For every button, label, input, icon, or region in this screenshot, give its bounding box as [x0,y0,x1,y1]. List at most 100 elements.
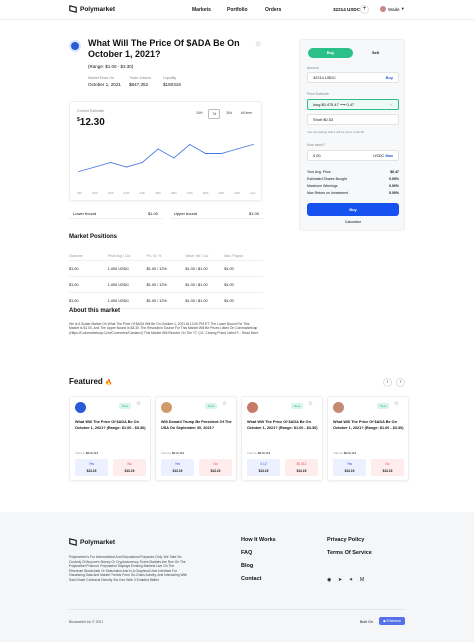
data-point [78,170,80,173]
long-option[interactable]: long $0.475.47 ⟶ 0.47 ✓ [307,99,399,110]
data-point [220,152,222,155]
max-button[interactable]: Max [385,153,393,158]
link-terms[interactable]: Terms Of Service [327,550,372,556]
chevron-down-icon: ▾ [401,6,404,11]
card-volume: Volume $613,113 [333,451,357,455]
no-button[interactable]: $0.012 $13.19 [285,459,318,476]
submit-buy-button[interactable]: Buy [307,203,399,216]
current-price: $12.30 [77,117,105,128]
yes-button[interactable]: Yes $13.19 [333,459,366,476]
data-point [236,148,238,150]
featured-card[interactable]: New ☆ What Will The Price Of $ADA Be On Oc… [69,396,151,481]
no-button[interactable]: No $13.19 [199,459,232,476]
amount-label: Amount [307,66,319,70]
check-icon: ✓ [389,102,393,107]
featured-card[interactable]: New ☆ Will Donald Trump Be President Of Th… [155,396,237,481]
data-point [189,143,191,146]
yes-button[interactable]: 0.12 $13.19 [247,459,280,476]
brand-name: Polymarket [80,5,116,13]
nav-orders[interactable]: Orders [265,7,282,13]
link-privacy[interactable]: Privacy Policy [327,537,365,543]
medium-icon[interactable]: M [360,577,365,583]
add-funds-button[interactable]: + [360,5,369,14]
data-point [204,152,207,155]
market-avatar [333,402,344,413]
how-much-input[interactable]: 0.00 USDC Max [307,150,399,161]
tab-24h[interactable]: 24H [196,111,203,115]
discord-icon[interactable]: ◉ [327,577,332,583]
copyright: Blockrabbit Inc © 2021 [69,620,104,624]
no-button[interactable]: No $13.19 [113,459,146,476]
buy-tab[interactable]: Buy [308,48,353,58]
featured-card[interactable]: New ☆ What Will The Price Of $ADA Be On Oc… [241,396,323,481]
star-icon[interactable]: ☆ [255,41,262,48]
polymarket-logo-icon [69,538,77,546]
card-title: What Will The Price Of $ADA Be On Octobe… [247,420,318,430]
card-volume: Volume $613,113 [247,451,271,455]
star-icon[interactable]: ☆ [308,401,313,407]
no-button[interactable]: No $13.19 [371,459,404,476]
short-option[interactable]: Short $0.53 [307,114,399,125]
footer-divider [69,609,405,610]
card-volume: Volume $613,113 [75,451,99,455]
market-title: What Will The Price Of $ADA Be On Octobe… [88,38,240,59]
twitter-icon[interactable]: ✦ [349,577,354,583]
positions-title: Market Positions [69,234,118,240]
tab-7d[interactable]: 7d [208,109,221,119]
about-title: About this market [69,308,121,314]
upper-bound: Upper bound $1.00 [170,209,263,219]
stat-avg-price: Your Avg. Price $0.47 [307,170,399,174]
star-icon[interactable]: ☆ [394,401,399,407]
data-point [252,143,254,146]
featured-card[interactable]: New ☆ What Will The Price Of $ADA Be On Oc… [327,396,409,481]
market-avatar [161,402,172,413]
new-badge: New [377,403,390,409]
data-point [157,148,159,150]
stat-trade-volume: Trade Volume $847,352 [129,76,152,87]
stat-max-return: Max Return on Investment 0.00% [307,191,399,195]
telegram-icon[interactable]: ➤ [338,577,343,583]
data-point [94,166,96,168]
tab-30d[interactable]: 30d [226,111,232,115]
nav-markets[interactable]: Markets [192,7,211,13]
prev-arrow-icon[interactable]: ‹ [383,378,392,387]
estimate-label: Current Estimate [77,109,104,113]
footer-description: Polymarket Is For Informational And Educ… [69,555,188,582]
how-much-label: How much? [307,143,325,147]
footer-logo[interactable]: Polymarket [69,538,115,546]
x-tick-label: 25th [155,191,161,195]
link-faq[interactable]: FAQ [241,550,253,556]
table-header: Outcome Price Avg / Cur. P/L: $ / % Value: … [69,252,263,261]
link-how-it-works[interactable]: How It Works [241,537,276,543]
star-icon[interactable]: ☆ [222,401,227,407]
user-menu[interactable]: Wade ▾ [380,6,404,12]
trade-panel: Buy Sell Amount 32214 USDC Buy Price Esti… [299,39,405,231]
positions-table: Outcome Price Avg / Cur. P/L: $ / % Value: … [69,252,263,309]
stat-liquidity: Liquidity $150316 [163,76,181,87]
x-tick-label: 26th [171,191,177,195]
nav-portfolio[interactable]: Portfolio [227,7,248,13]
data-point [141,161,143,164]
next-arrow-icon[interactable]: › [396,378,405,387]
built-on-label: Built On [360,620,373,624]
ethereum-badge[interactable]: ◆ Ethereum [379,617,406,625]
yes-button[interactable]: Yes $13.19 [161,459,194,476]
brand-logo[interactable]: Polymarket [69,5,115,13]
polymarket-logo-icon [69,5,77,13]
about-text: Hie Is A Scalar Market On What The Price… [69,322,259,335]
x-tick-label: 28th [203,191,209,195]
yes-button[interactable]: Yes $13.19 [75,459,108,476]
x-tick-label: 20th [77,191,82,195]
tab-all-time[interactable]: All time [240,111,252,115]
amount-input[interactable]: 32214 USDC Buy [307,72,399,83]
calculator-link[interactable]: Calculator [344,220,362,224]
sell-tab[interactable]: Sell [371,50,380,55]
stat-market-ends: Market Ends On October 1, 2021 [88,76,121,87]
link-contact[interactable]: Contact [241,576,262,582]
data-point [173,157,175,159]
link-blog[interactable]: Blog [241,563,254,569]
new-badge: New [119,403,132,409]
star-icon[interactable]: ☆ [136,401,141,407]
price-line-chart: 20th 21th 22th 23th 24th 25th 26th 27th 28th 29th… [77,143,256,195]
